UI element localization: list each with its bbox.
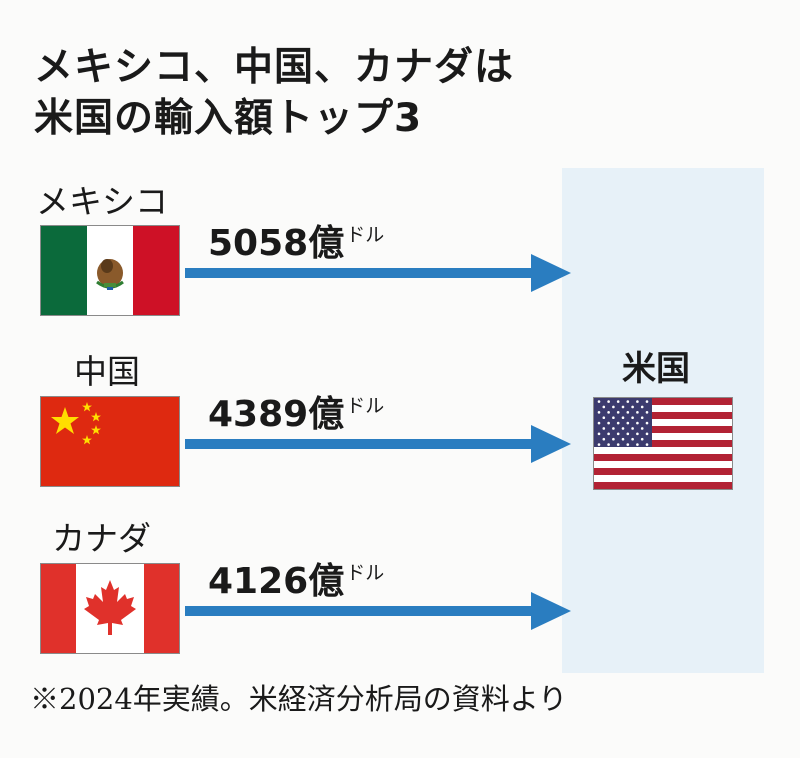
flow-arrow-canada: [185, 592, 571, 630]
flow-arrow-china: [185, 425, 571, 463]
value-unit-mexico: 億: [308, 223, 345, 264]
chart-title-line-2: 米国の輸入額トップ3: [34, 96, 423, 141]
chart-title-line-1: メキシコ、中国、カナダは: [34, 45, 515, 90]
mexico-flag-icon: [40, 225, 180, 316]
value-label-china: 4389億 ドル: [208, 397, 384, 433]
value-number-china: 4389: [208, 394, 309, 435]
value-number-mexico: 5058: [208, 223, 309, 264]
country-label-canada: カナダ: [52, 519, 151, 558]
country-label-china: 中国: [74, 352, 140, 391]
value-label-mexico: 5058億 ドル: [208, 226, 384, 262]
value-number-canada: 4126: [208, 561, 309, 602]
value-unit-small-mexico: ドル: [346, 224, 385, 246]
value-label-canada: 4126億 ドル: [208, 564, 384, 600]
us-flag-icon: [593, 397, 733, 490]
value-unit-small-china: ドル: [346, 395, 385, 417]
flow-arrow-mexico: [185, 254, 571, 292]
value-unit-small-canada: ドル: [346, 562, 385, 584]
china-flag-icon: [40, 396, 180, 487]
country-label-mexico: メキシコ: [36, 182, 168, 221]
canada-flag-icon: [40, 563, 180, 654]
destination-label-us: 米国: [622, 349, 690, 389]
value-unit-china: 億: [308, 394, 345, 435]
value-unit-canada: 億: [308, 561, 345, 602]
source-footnote: ※2024年実績。米経済分析局の資料より: [30, 682, 568, 716]
